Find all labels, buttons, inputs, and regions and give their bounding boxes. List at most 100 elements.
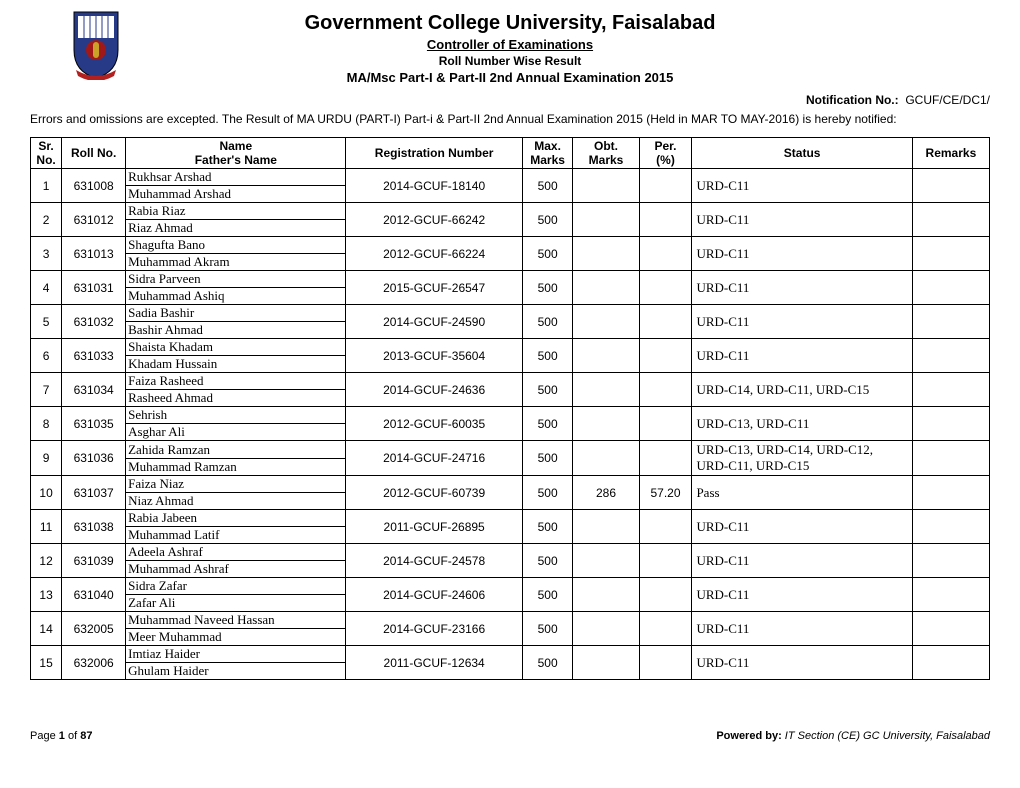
col-name-father: Name Father's Name [126, 138, 346, 169]
table-row: 14632005Muhammad Naveed HassanMeer Muham… [31, 612, 990, 646]
cell-obt [573, 169, 639, 203]
cell-roll: 631012 [62, 203, 126, 237]
cell-per [639, 169, 692, 203]
controller-line: Controller of Examinations [30, 37, 990, 52]
cell-father: Rasheed Ahmad [126, 390, 345, 406]
cell-father: Muhammad Ashraf [126, 561, 345, 577]
cell-sr: 13 [31, 578, 62, 612]
cell-per [639, 510, 692, 544]
cell-reg: 2011-GCUF-12634 [346, 646, 522, 680]
cell-max: 500 [522, 578, 573, 612]
col-sr: Sr. No. [31, 138, 62, 169]
cell-father: Muhammad Arshad [126, 186, 345, 202]
cell-remarks [912, 646, 989, 680]
cell-max: 500 [522, 169, 573, 203]
cell-name: Shagufta Bano [126, 237, 345, 254]
cell-obt [573, 544, 639, 578]
cell-roll: 631036 [62, 441, 126, 476]
cell-status: URD-C11 [692, 169, 912, 203]
cell-roll: 632006 [62, 646, 126, 680]
cell-sr: 8 [31, 407, 62, 441]
cell-per [639, 339, 692, 373]
cell-father: Muhammad Latif [126, 527, 345, 543]
powered-label: Powered by: [716, 730, 781, 742]
preamble: Errors and omissions are excepted. The R… [30, 111, 990, 127]
cell-reg: 2011-GCUF-26895 [346, 510, 522, 544]
table-row: 9631036Zahida RamzanMuhammad Ramzan2014-… [31, 441, 990, 476]
table-row: 3631013Shagufta BanoMuhammad Akram2012-G… [31, 237, 990, 271]
results-table: Sr. No. Roll No. Name Father's Name Regi… [30, 137, 990, 680]
cell-status: URD-C11 [692, 544, 912, 578]
cell-name: Muhammad Naveed Hassan [126, 612, 345, 629]
powered-value: IT Section (CE) GC University, Faisalaba… [785, 730, 990, 742]
cell-obt [573, 373, 639, 407]
page-container: Government College University, Faisalaba… [0, 0, 1020, 762]
cell-max: 500 [522, 203, 573, 237]
cell-name-father: Sidra ZafarZafar Ali [126, 578, 346, 612]
cell-obt [573, 407, 639, 441]
col-reg: Registration Number [346, 138, 522, 169]
cell-obt [573, 305, 639, 339]
cell-max: 500 [522, 646, 573, 680]
cell-status: URD-C13, URD-C14, URD-C12, URD-C11, URD-… [692, 441, 912, 476]
table-row: 5631032Sadia BashirBashir Ahmad2014-GCUF… [31, 305, 990, 339]
cell-status: URD-C11 [692, 305, 912, 339]
cell-sr: 11 [31, 510, 62, 544]
university-title: Government College University, Faisalaba… [30, 10, 990, 35]
cell-name-father: Adeela AshrafMuhammad Ashraf [126, 544, 346, 578]
col-remarks: Remarks [912, 138, 989, 169]
cell-remarks [912, 237, 989, 271]
cell-max: 500 [522, 305, 573, 339]
cell-per [639, 203, 692, 237]
cell-name-father: Muhammad Naveed HassanMeer Muhammad [126, 612, 346, 646]
cell-per [639, 373, 692, 407]
cell-name: Imtiaz Haider [126, 646, 345, 663]
table-row: 8631035SehrishAsghar Ali2012-GCUF-600355… [31, 407, 990, 441]
cell-max: 500 [522, 612, 573, 646]
cell-name-father: Sidra ParveenMuhammad Ashiq [126, 271, 346, 305]
cell-max: 500 [522, 339, 573, 373]
cell-per [639, 612, 692, 646]
cell-per [639, 544, 692, 578]
page-number: 1 [59, 730, 65, 742]
cell-status: URD-C11 [692, 339, 912, 373]
cell-name-father: Rukhsar ArshadMuhammad Arshad [126, 169, 346, 203]
table-row: 12631039Adeela AshrafMuhammad Ashraf2014… [31, 544, 990, 578]
cell-reg: 2014-GCUF-24716 [346, 441, 522, 476]
cell-remarks [912, 476, 989, 510]
cell-sr: 9 [31, 441, 62, 476]
page-total: 87 [80, 730, 92, 742]
cell-name: Faiza Rasheed [126, 373, 345, 390]
cell-per: 57.20 [639, 476, 692, 510]
cell-per [639, 305, 692, 339]
table-row: 15632006Imtiaz HaiderGhulam Haider2011-G… [31, 646, 990, 680]
cell-status: URD-C11 [692, 203, 912, 237]
cell-obt [573, 646, 639, 680]
cell-roll: 631031 [62, 271, 126, 305]
cell-reg: 2012-GCUF-66242 [346, 203, 522, 237]
cell-name-father: Sadia BashirBashir Ahmad [126, 305, 346, 339]
notification-value: GCUF/CE/DC1/ [905, 93, 990, 107]
cell-status: URD-C14, URD-C11, URD-C15 [692, 373, 912, 407]
cell-name-father: Shagufta BanoMuhammad Akram [126, 237, 346, 271]
cell-name: Shaista Khadam [126, 339, 345, 356]
cell-status: URD-C11 [692, 237, 912, 271]
cell-father: Asghar Ali [126, 424, 345, 440]
cell-roll: 631008 [62, 169, 126, 203]
footer: Page 1 of 87 Powered by: IT Section (CE)… [30, 730, 990, 742]
cell-sr: 6 [31, 339, 62, 373]
cell-father: Muhammad Akram [126, 254, 345, 270]
cell-sr: 7 [31, 373, 62, 407]
cell-sr: 12 [31, 544, 62, 578]
result-type-line: Roll Number Wise Result [30, 54, 990, 68]
cell-roll: 631040 [62, 578, 126, 612]
cell-sr: 5 [31, 305, 62, 339]
cell-max: 500 [522, 271, 573, 305]
cell-status: URD-C11 [692, 612, 912, 646]
cell-remarks [912, 544, 989, 578]
cell-name-father: Rabia RiazRiaz Ahmad [126, 203, 346, 237]
col-status: Status [692, 138, 912, 169]
cell-roll: 631039 [62, 544, 126, 578]
table-row: 4631031Sidra ParveenMuhammad Ashiq2015-G… [31, 271, 990, 305]
cell-remarks [912, 578, 989, 612]
